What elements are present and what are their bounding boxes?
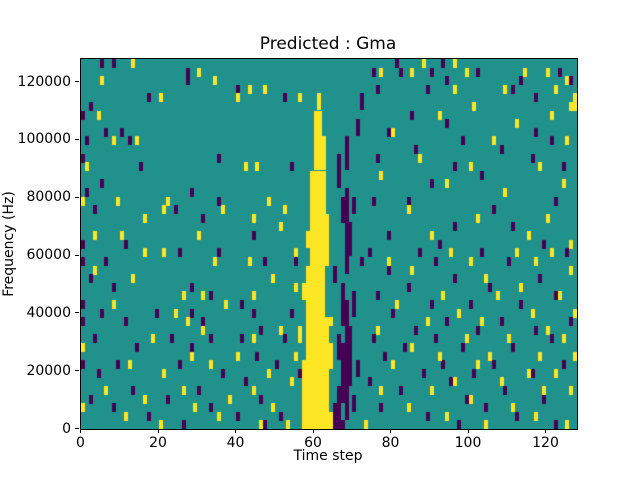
chart-title: Predicted : Gma <box>259 34 397 54</box>
y-tick-mark <box>75 196 79 198</box>
x-tick-mark <box>390 429 391 433</box>
y-tick-mark <box>75 312 79 314</box>
x-tick-label: 80 <box>381 435 400 451</box>
y-tick-label: 0 <box>62 420 71 437</box>
x-tick-mark <box>235 429 236 433</box>
y-axis-label: Frequency (Hz) <box>1 191 17 297</box>
x-tick-mark <box>157 429 159 433</box>
y-tick-label: 20000 <box>26 362 71 379</box>
x-tick-mark <box>545 429 546 433</box>
x-tick-label: 60 <box>304 435 322 451</box>
heatmap-canvas <box>81 59 577 429</box>
y-tick-label: 80000 <box>26 189 71 206</box>
x-tick-label: 20 <box>149 435 167 451</box>
y-tick-mark <box>75 254 79 256</box>
plot-area <box>80 58 578 430</box>
x-tick-label: 100 <box>454 435 482 451</box>
y-tick-mark <box>75 370 79 372</box>
x-tick-mark <box>312 429 314 433</box>
x-axis-label: Time step <box>293 448 363 464</box>
y-tick-label: 100000 <box>17 131 71 148</box>
y-tick-mark <box>75 428 79 429</box>
x-tick-mark <box>80 429 81 433</box>
x-tick-mark <box>467 429 469 433</box>
y-tick-mark <box>75 138 79 140</box>
y-tick-mark <box>75 81 79 83</box>
y-tick-label: 120000 <box>17 73 71 90</box>
y-tick-label: 60000 <box>26 247 71 264</box>
x-tick-label: 120 <box>532 435 559 451</box>
x-tick-label: 40 <box>226 435 245 451</box>
x-tick-label: 0 <box>76 435 85 451</box>
y-tick-label: 40000 <box>26 304 71 321</box>
